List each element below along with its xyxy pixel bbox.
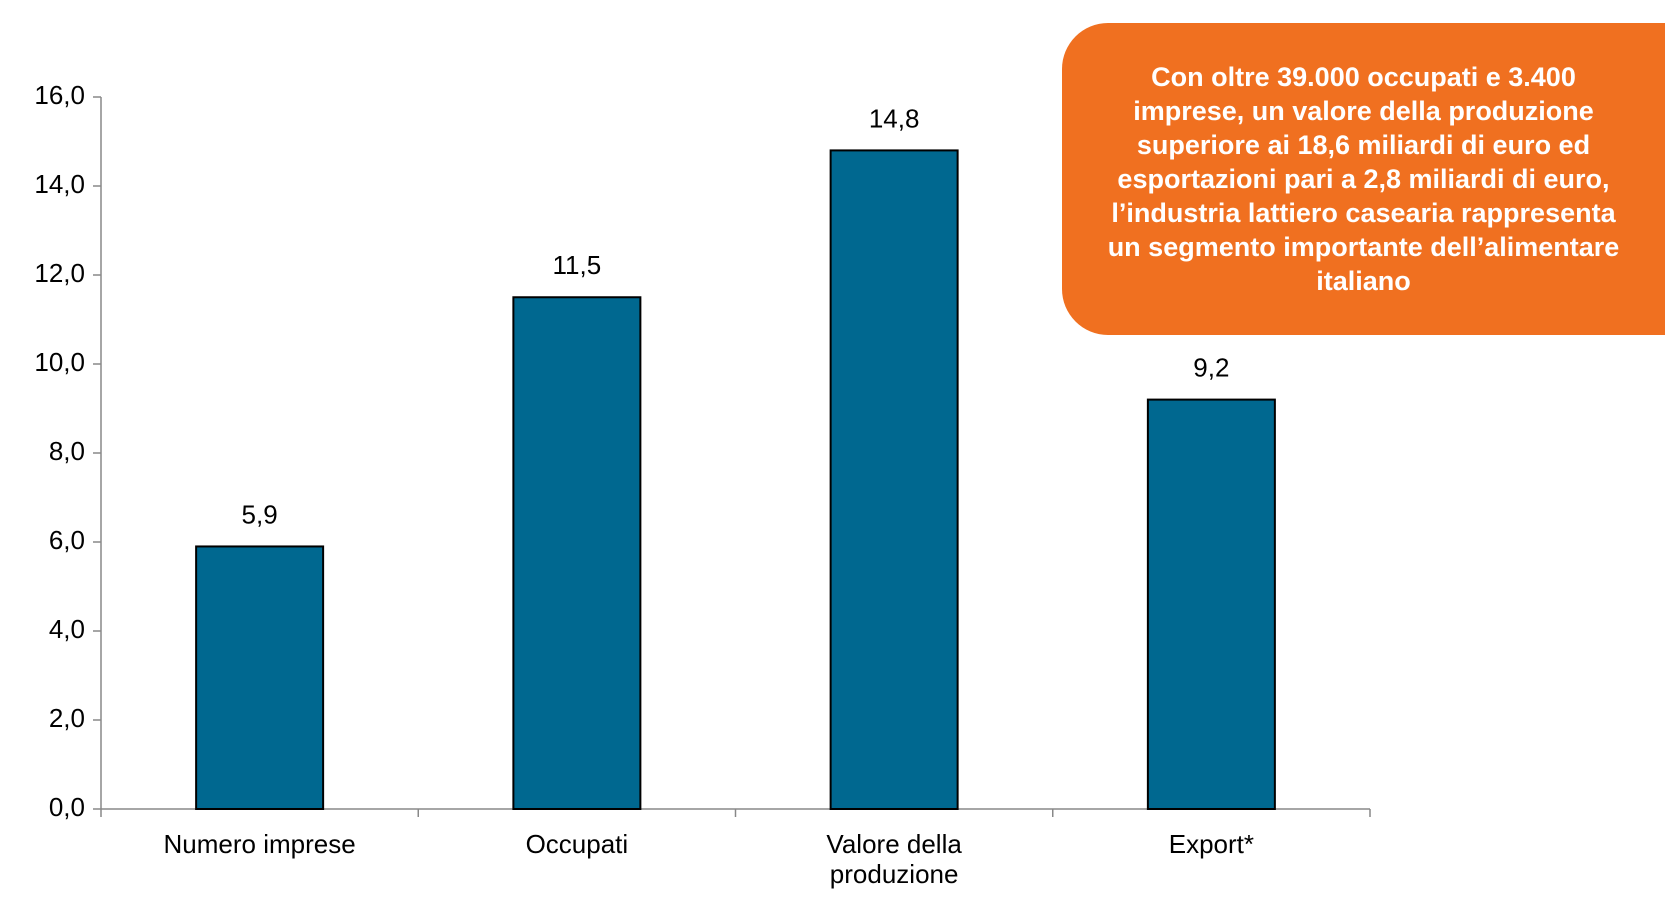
x-tick-label: Export* [1168, 829, 1254, 859]
y-tick-label: 2,0 [49, 703, 85, 733]
x-tick-label: Numero imprese [163, 829, 356, 859]
bar [512, 296, 642, 810]
x-tick-label: Occupati [525, 829, 629, 859]
y-tick-label: 16,0 [34, 80, 85, 110]
bar [1146, 398, 1276, 810]
value-label: 5,9 [242, 499, 278, 529]
y-tick-label: 6,0 [49, 525, 85, 555]
x-tick-label: Valore della produzione [826, 829, 962, 889]
y-tick-label: 8,0 [49, 436, 85, 466]
value-label: 11,5 [553, 250, 602, 280]
value-label: 9,2 [1193, 352, 1229, 382]
y-tick-label: 4,0 [49, 614, 85, 644]
value-label: 14,8 [869, 103, 920, 133]
bar [195, 545, 325, 810]
y-tick-label: 14,0 [34, 169, 85, 199]
bar [829, 149, 959, 810]
y-tick-label: 0,0 [49, 792, 85, 822]
y-tick-label: 12,0 [34, 258, 85, 288]
y-tick-label: 10,0 [34, 347, 85, 377]
annotation: Con oltre 39.000 occupati e 3.400 impres… [1062, 23, 1665, 335]
